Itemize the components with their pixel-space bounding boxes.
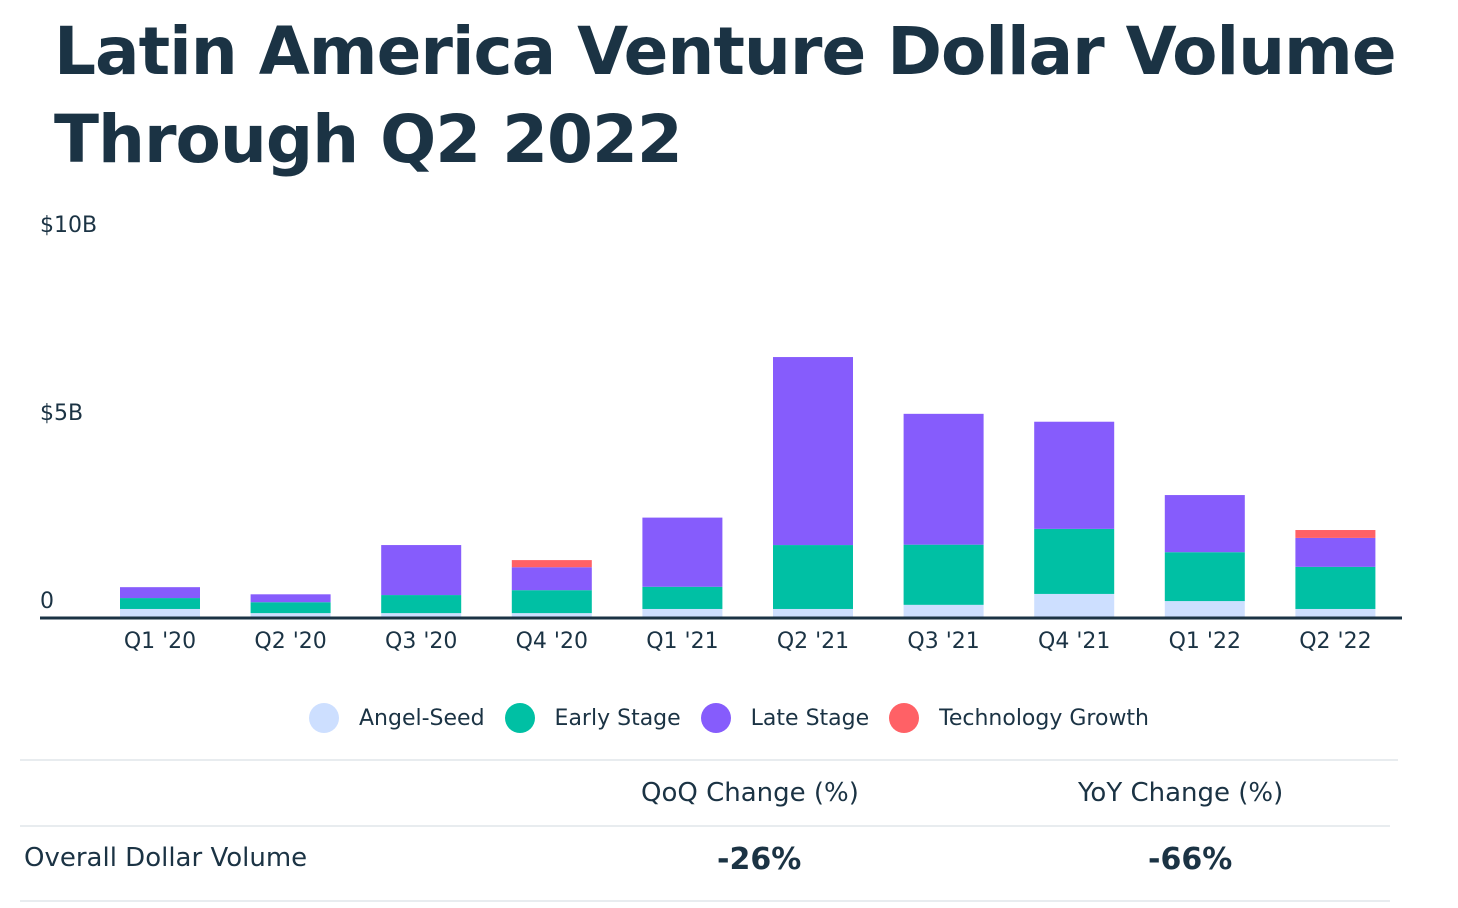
bar-late-stage (773, 357, 853, 546)
bar-early-stage (642, 586, 723, 609)
chart-title: Latin America Venture Dollar Volume Thro… (54, 8, 1397, 184)
legend-item: Late Stage (700, 703, 870, 733)
bar-late-stage (1034, 421, 1115, 529)
bar-late-stage (642, 517, 723, 587)
legend-item: Angel-Seed (309, 703, 485, 733)
bar-late-stage (1164, 495, 1245, 553)
x-tick-label: Q1 '22 (1169, 629, 1241, 654)
legend-label: Technology Growth (939, 705, 1149, 731)
bar-late-stage (250, 594, 331, 603)
bar-angel-seed (642, 608, 723, 618)
bar-late-stage (903, 413, 984, 545)
legend-label: Early Stage (554, 705, 681, 731)
title-line-1: Latin America Venture Dollar Volume (54, 13, 1397, 90)
bar-angel-seed (1164, 601, 1245, 618)
y-tick-label: 0 (40, 589, 54, 614)
x-tick-label: Q4 '20 (516, 629, 588, 654)
bar-angel-seed (511, 613, 592, 618)
bar-angel-seed (120, 608, 200, 618)
bar-angel-seed (903, 604, 984, 618)
divider (20, 825, 1390, 827)
bar-early-stage (250, 602, 331, 614)
row-label: Overall Dollar Volume (24, 843, 308, 873)
divider (20, 759, 1398, 761)
y-tick-label: $10B (40, 213, 97, 238)
qoq-header: QoQ Change (%) (641, 778, 859, 808)
bar-chart: 0 $5B $10B Q1 '20 Q2 '20 Q3 '20 Q4 '20 Q1 '21 Q2… (40, 213, 1402, 654)
legend-item: Technology Growth (889, 703, 1149, 733)
x-tick-label: Q1 '20 (124, 629, 196, 654)
x-tick-label: Q2 '20 (254, 629, 326, 654)
x-tick-label: Q2 '21 (777, 629, 849, 654)
x-tick-label: Q3 '20 (385, 629, 457, 654)
qoq-value: -26% (717, 842, 802, 877)
legend-swatch (504, 703, 535, 733)
bar-angel-seed (1295, 608, 1376, 618)
y-tick-label: $5B (40, 401, 83, 426)
bar-late-stage (1295, 537, 1376, 567)
bar-angel-seed (1034, 593, 1115, 618)
bar-early-stage (1164, 552, 1245, 602)
legend-item: Early Stage (504, 703, 681, 733)
bar-late-stage (381, 545, 462, 596)
bar-early-stage (1295, 566, 1376, 609)
bar-early-stage (120, 598, 200, 609)
x-tick-label: Q3 '21 (907, 629, 979, 654)
bar-angel-seed (773, 608, 853, 618)
bar-early-stage (511, 590, 592, 614)
bar-late-stage (511, 567, 592, 591)
bar-late-stage (120, 587, 200, 599)
bar-angel-seed (250, 613, 331, 618)
divider (20, 900, 1390, 902)
legend-swatch (889, 703, 920, 733)
legend-label: Angel-Seed (359, 705, 485, 731)
x-tick-label: Q2 '22 (1299, 629, 1371, 654)
bar-early-stage (773, 545, 853, 609)
legend-swatch (309, 703, 339, 733)
bar-angel-seed (381, 613, 462, 618)
legend-label: Late Stage (750, 705, 870, 731)
legend-swatch (700, 703, 731, 733)
x-tick-label: Q1 '21 (646, 629, 718, 654)
yoy-value: -66% (1148, 842, 1233, 877)
x-tick-label: Q4 '21 (1038, 629, 1110, 654)
bar-technology-growth (1295, 530, 1376, 538)
legend: Angel-Seed Early Stage Late Stage Technolog… (0, 703, 1458, 733)
bar-early-stage (903, 544, 984, 605)
bar-early-stage (1034, 528, 1115, 594)
yoy-header: YoY Change (%) (1078, 778, 1284, 808)
title-line-2: Through Q2 2022 (54, 101, 683, 178)
bar-technology-growth (511, 560, 592, 568)
bar-early-stage (381, 595, 462, 614)
